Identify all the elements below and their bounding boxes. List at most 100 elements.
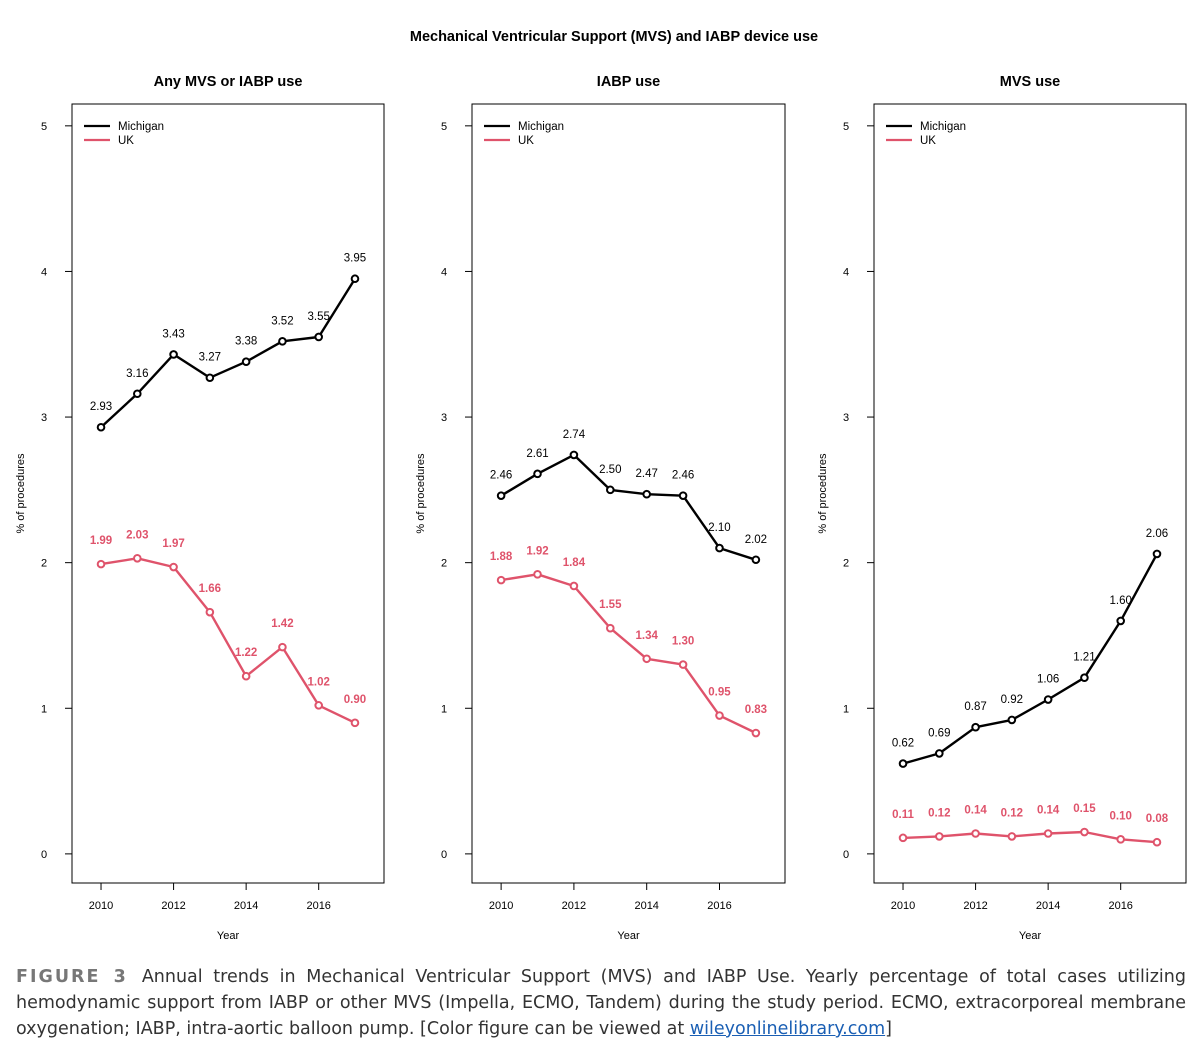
figure-title: Mechanical Ventricular Support (MVS) and… (410, 29, 818, 45)
data-point-michigan (350, 274, 360, 284)
data-point-michigan (642, 489, 651, 499)
x-tick-label: 2012 (963, 900, 987, 912)
chart-panel-2: IABP use 0 1 2 3 4 5 2010 2012 2014 2016 Year % of p… (415, 74, 786, 942)
data-point-michigan (678, 491, 688, 500)
data-point-uk (642, 654, 651, 664)
y-tick-label: 4 (843, 266, 849, 278)
series-line-michigan (500, 453, 757, 561)
data-point-uk (314, 701, 323, 710)
data-point-uk (350, 718, 360, 728)
x-tick-label: 2010 (89, 900, 113, 912)
legend-label-uk: UK (518, 135, 534, 147)
data-point-michigan (1043, 695, 1053, 704)
data-point-michigan (751, 555, 761, 565)
data-point-uk (96, 559, 106, 569)
data-label-michigan: 2.46 (672, 470, 694, 482)
series-line-uk (100, 557, 356, 724)
data-label-michigan: 2.74 (563, 429, 586, 441)
data-label-michigan: 3.38 (235, 336, 257, 348)
data-point-uk (1007, 832, 1017, 841)
y-axis-label: % of procedures (415, 453, 427, 534)
figure-caption: FIGURE 3 Annual trends in Mechanical Vent… (16, 964, 1186, 1042)
data-label-michigan: 2.02 (745, 534, 767, 546)
x-tick-label: 2012 (562, 900, 586, 912)
y-tick-label: 0 (41, 849, 47, 861)
data-label-michigan: 0.87 (964, 701, 986, 713)
data-point-michigan (533, 469, 542, 479)
data-label-michigan: 2.50 (599, 464, 621, 476)
legend-label-michigan: Michigan (920, 121, 966, 133)
data-point-michigan (935, 749, 944, 758)
data-point-michigan (496, 491, 506, 500)
data-label-uk: 1.55 (599, 599, 622, 611)
y-tick-label: 2 (41, 558, 47, 570)
x-axis-label: Year (217, 930, 240, 942)
series-line-uk (902, 830, 1158, 844)
x-axis-label: Year (617, 930, 640, 942)
panel-title: IABP use (597, 74, 660, 90)
y-tick-label: 2 (441, 558, 447, 570)
y-tick-label: 4 (441, 266, 447, 278)
data-point-michigan (715, 543, 724, 553)
series-line-michigan (902, 553, 1159, 765)
data-label-michigan: 3.27 (199, 352, 221, 364)
data-label-uk: 0.15 (1073, 803, 1096, 815)
data-point-uk (278, 642, 287, 652)
data-point-uk (169, 562, 178, 572)
caption-end: ] (885, 1019, 892, 1039)
y-tick-label: 5 (843, 121, 849, 133)
x-tick-label: 2014 (1036, 900, 1060, 912)
y-tick-label: 3 (41, 412, 47, 424)
data-label-uk: 1.88 (490, 551, 513, 563)
data-label-uk: 1.97 (162, 538, 184, 550)
data-point-michigan (569, 450, 579, 460)
y-tick-label: 5 (41, 121, 47, 133)
y-axis-label: % of procedures (15, 453, 27, 534)
panel-title: MVS use (1000, 74, 1060, 90)
data-point-michigan (1007, 715, 1017, 725)
caption-text: Annual trends in Mechanical Ventricular … (16, 967, 1186, 1039)
data-label-uk: 0.12 (928, 807, 950, 819)
figure-canvas: Mechanical Ventricular Support (MVS) and… (15, 29, 1187, 942)
y-tick-label: 3 (843, 412, 849, 424)
data-point-uk (935, 832, 944, 841)
data-label-uk: 0.90 (344, 694, 366, 706)
x-tick-label: 2012 (161, 900, 185, 912)
x-axis-label: Year (1019, 930, 1042, 942)
y-tick-label: 4 (41, 266, 47, 278)
data-label-uk: 1.99 (90, 535, 112, 547)
y-tick-label: 1 (843, 703, 849, 715)
legend-label-michigan: Michigan (518, 121, 564, 133)
legend-label-uk: UK (118, 135, 134, 147)
y-tick-label: 1 (441, 703, 447, 715)
data-label-michigan: 0.92 (1001, 694, 1023, 706)
data-label-michigan: 2.93 (90, 401, 112, 413)
data-point-michigan (314, 332, 323, 342)
data-point-uk (715, 711, 724, 720)
data-point-michigan (278, 337, 287, 346)
x-tick-label: 2016 (707, 900, 731, 912)
y-tick-label: 1 (41, 703, 47, 715)
data-label-michigan: 2.06 (1146, 528, 1168, 540)
plot-frame (873, 103, 1187, 884)
data-point-uk (1043, 829, 1053, 838)
data-point-uk (205, 607, 215, 617)
data-point-michigan (1116, 616, 1125, 626)
data-label-michigan: 0.69 (928, 727, 950, 739)
data-point-michigan (606, 485, 615, 495)
data-point-michigan (1152, 549, 1162, 559)
data-point-michigan (241, 357, 251, 367)
series-line-michigan (100, 278, 357, 429)
data-label-uk: 0.10 (1110, 810, 1132, 822)
data-point-uk (751, 728, 761, 738)
data-point-michigan (133, 389, 142, 399)
data-label-uk: 2.03 (126, 529, 148, 541)
caption-link[interactable]: wileyonlinelibrary.com (689, 1019, 886, 1039)
plot-frame (471, 103, 786, 884)
data-label-uk: 0.14 (1037, 804, 1060, 816)
data-point-uk (569, 581, 579, 591)
data-label-uk: 1.34 (636, 630, 659, 642)
data-label-michigan: 3.52 (271, 315, 293, 327)
data-point-uk (1152, 837, 1162, 847)
y-axis-label: % of procedures (817, 453, 829, 534)
